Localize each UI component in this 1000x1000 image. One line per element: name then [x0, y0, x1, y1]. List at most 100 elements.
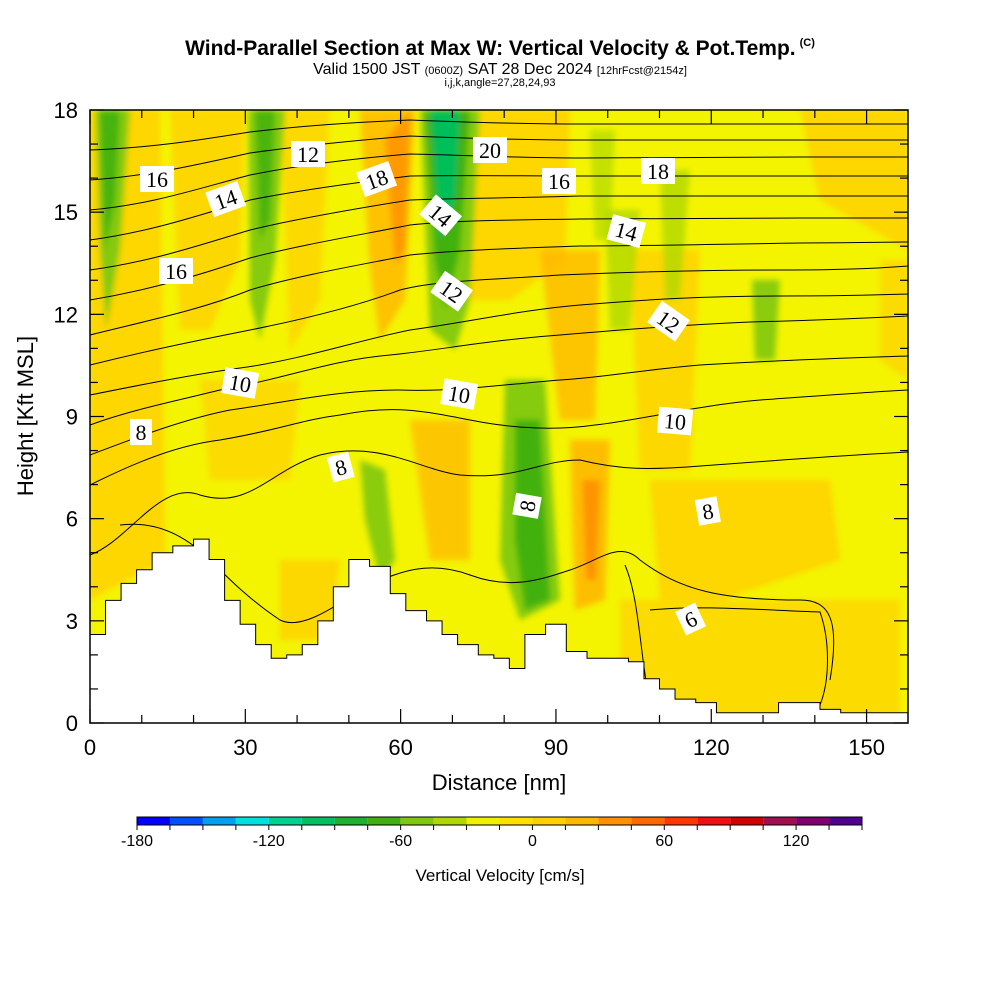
theta-contour-line: [119, 523, 835, 681]
contour-label-text: 16: [548, 169, 570, 194]
utc-time: (0600Z): [424, 65, 464, 77]
colorbar-tick-label: 0: [528, 833, 537, 850]
colorbar-swatch: [367, 817, 401, 825]
theta-contour-label: 14: [606, 214, 647, 248]
theta-contour-label: 6: [675, 602, 707, 636]
chart-title: Wind-Parallel Section at Max W: Vertical…: [0, 37, 1000, 61]
x-tick-label: 120: [693, 735, 730, 760]
contour-label-bg: [606, 214, 647, 248]
x-axis: 0 30 60 90 120 150: [84, 110, 885, 760]
colorbar-swatch: [202, 817, 236, 825]
colorbar: -180 -120 -60 0 60 120: [121, 816, 863, 850]
y-tick-label: 15: [54, 200, 78, 225]
contour-label-bg: [326, 451, 355, 483]
y-tick-label: 18: [54, 98, 78, 123]
valid-time: Valid 1500 JST: [313, 61, 421, 78]
colorbar-swatch: [532, 817, 566, 825]
contour-label-bg: [221, 367, 260, 399]
colorbar-swatch: [730, 817, 764, 825]
contour-label-bg: [430, 270, 473, 312]
colorbar-swatch: [137, 817, 170, 825]
theta-contour-label: 16: [542, 168, 576, 194]
contour-label-text: 10: [663, 408, 687, 435]
colorbar-tick-label: -60: [389, 833, 412, 850]
theta-contour-label: 14: [205, 181, 247, 218]
theta-contour-label: 16: [159, 258, 193, 284]
y-tick-label: 6: [66, 507, 78, 532]
colorbar-swatch: [334, 817, 368, 825]
contour-label-text: 8: [700, 498, 715, 525]
colorbar-tick-label: -180: [121, 833, 153, 850]
colorbar-swatch: [829, 817, 862, 825]
colorbar-swatch: [664, 817, 698, 825]
theta-contour-label: 20: [473, 137, 507, 163]
contour-label-bg: [473, 137, 507, 163]
colorbar-label: Vertical Velocity [cm/s]: [415, 866, 584, 885]
theta-contour-label: 10: [657, 406, 694, 436]
theta-contour-label: 8: [130, 419, 152, 445]
colorbar-swatch: [631, 817, 665, 825]
theta-contour-line: [90, 119, 908, 151]
contour-label-bg: [140, 166, 174, 192]
contour-label-bg: [419, 194, 463, 237]
theta-contour-label: 18: [641, 158, 675, 184]
colorbar-swatch: [301, 817, 335, 825]
theta-contour-line: [90, 315, 908, 426]
copyright-mark: (C): [799, 37, 815, 49]
theta-contour-line: [90, 450, 908, 556]
colorbar-tick-label: -120: [253, 833, 285, 850]
x-tick-label: 90: [544, 735, 568, 760]
colorbar-swatch: [433, 817, 467, 825]
contour-label-text: 10: [227, 369, 253, 397]
contour-label-text: 16: [165, 259, 187, 284]
y-axis: 0 3 6 9 12 15 18: [54, 98, 908, 736]
theta-contour-line: [90, 195, 908, 271]
y-tick-label: 9: [66, 405, 78, 430]
theta-contour-line: [90, 241, 908, 336]
theta-contour-label: 8: [512, 492, 542, 519]
theta-contour-label: 18: [356, 161, 398, 198]
contour-label-text: 8: [136, 420, 147, 445]
contour-label-text: 12: [297, 142, 319, 167]
forecast-info: [12hrFcst@2154z]: [596, 65, 687, 77]
colorbar-swatch: [400, 817, 434, 825]
x-tick-label: 150: [848, 735, 885, 760]
contour-label-bg: [641, 158, 675, 184]
y-tick-label: 0: [66, 711, 78, 736]
colorbar-tick-label: 120: [783, 833, 810, 850]
colorbar-swatch: [763, 817, 797, 825]
theta-contour-line: [90, 265, 908, 366]
theta-contour-label: 10: [221, 367, 260, 399]
x-tick-label: 30: [233, 735, 257, 760]
theta-contour-label: 16: [140, 166, 174, 192]
valid-date: SAT 28 Dec 2024: [467, 61, 593, 78]
contour-label-bg: [675, 602, 707, 636]
theta-contour-label: 8: [326, 451, 355, 483]
theta-contour-label: 8: [694, 496, 721, 526]
contour-label-bg: [356, 161, 398, 198]
chart-title-text: Wind-Parallel Section at Max W: Vertical…: [185, 37, 796, 60]
colorbar-swatch: [796, 817, 830, 825]
contour-label-text: 8: [514, 498, 541, 513]
colorbar-swatch: [565, 817, 599, 825]
theta-contour-line: [90, 217, 908, 301]
contour-label-bg: [205, 181, 247, 218]
x-axis-label: Distance [nm]: [432, 770, 567, 795]
y-tick-label: 12: [54, 302, 78, 327]
contour-label-bg: [542, 168, 576, 194]
colorbar-swatch: [268, 817, 302, 825]
y-axis-label: Height [Kft MSL]: [13, 336, 38, 496]
colorbar-tick-label: 60: [655, 833, 673, 850]
contour-label-bg: [130, 419, 152, 445]
contour-label-text: 10: [446, 380, 472, 408]
theta-contour-label: 10: [440, 378, 479, 410]
x-tick-label: 0: [84, 735, 96, 760]
contour-label-bg: [694, 496, 721, 526]
theta-contour-label: 12: [291, 141, 325, 167]
contour-label-bg: [440, 378, 479, 410]
theta-contour-line: [90, 389, 908, 486]
contour-label-text: 16: [146, 167, 168, 192]
colorbar-swatch: [466, 817, 500, 825]
